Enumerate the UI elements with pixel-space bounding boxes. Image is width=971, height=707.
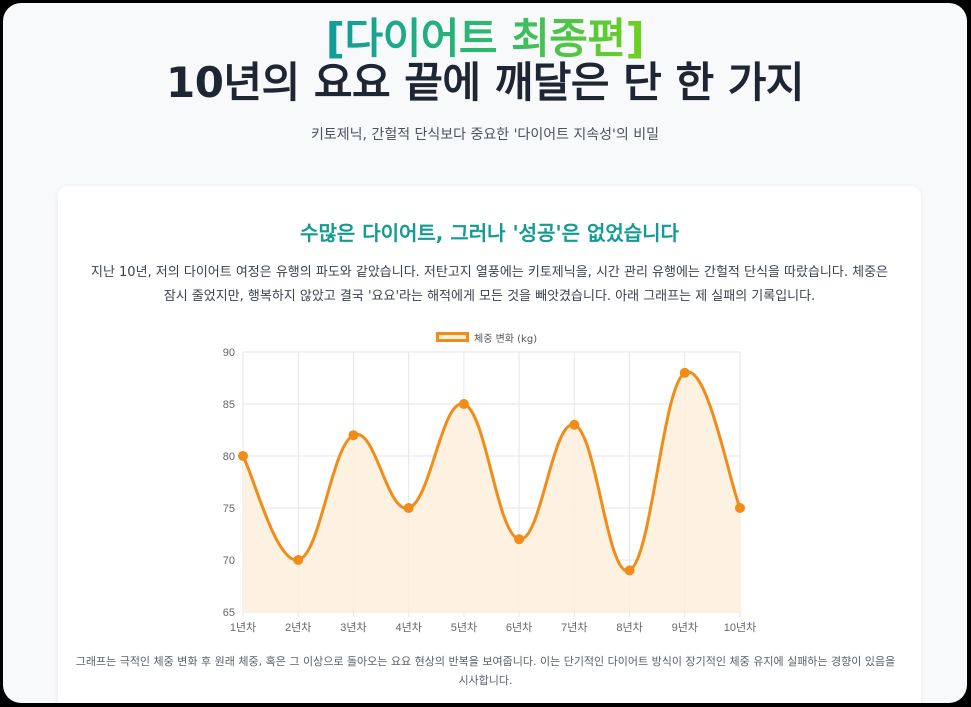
content-card: 수많은 다이어트, 그러나 '성공'은 없었습니다 지난 10년, 저의 다이어… bbox=[58, 186, 921, 703]
page-subtitle: 키토제닉, 간헐적 단식보다 중요한 '다이어트 지속성'의 비밀 bbox=[311, 127, 659, 143]
section-body: 지난 10년, 저의 다이어트 여정은 유행의 파도와 같았습니다. 저탄고지 … bbox=[90, 265, 888, 304]
section-title: 수많은 다이어트, 그러나 '성공'은 없었습니다 bbox=[300, 221, 679, 245]
page-window: [다이어트 최종편] 10년의 요요 끝에 깨달은 단 한 가지 키토제닉, 간… bbox=[3, 3, 967, 703]
hero-tag: [다이어트 최종편] bbox=[325, 14, 645, 63]
page-title: 10년의 요요 끝에 깨달은 단 한 가지 bbox=[165, 58, 805, 108]
chart-caption: 그래프는 극적인 체중 변화 후 원래 체중, 혹은 그 이상으로 돌아오는 요… bbox=[75, 655, 896, 687]
hero-heading: [다이어트 최종편] 10년의 요요 끝에 깨달은 단 한 가지 bbox=[3, 14, 967, 108]
